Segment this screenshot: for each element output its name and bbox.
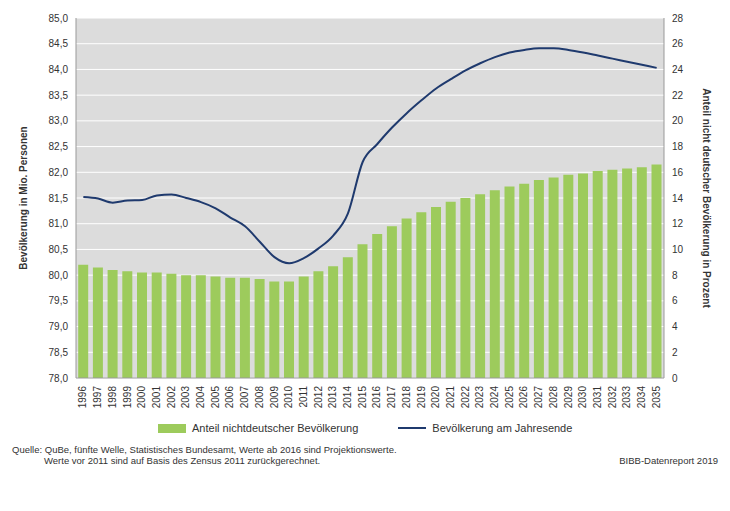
svg-text:80,0: 80,0 — [49, 270, 69, 281]
svg-text:2020: 2020 — [430, 386, 441, 409]
svg-text:2021: 2021 — [445, 386, 456, 409]
svg-text:2011: 2011 — [298, 386, 309, 408]
svg-text:28: 28 — [672, 13, 684, 24]
svg-text:2016: 2016 — [371, 386, 382, 409]
svg-text:16: 16 — [672, 167, 684, 178]
svg-text:4: 4 — [672, 321, 678, 332]
svg-text:82,5: 82,5 — [49, 141, 69, 152]
svg-text:79,5: 79,5 — [49, 295, 69, 306]
svg-text:Anteil nicht deutscher Bevölke: Anteil nicht deutscher Bevölkerung in Pr… — [701, 88, 712, 308]
svg-text:2032: 2032 — [607, 386, 618, 409]
svg-text:2030: 2030 — [577, 386, 588, 409]
html-text:Werte vor 2011 sind auf Basis: Werte vor 2011 sind auf Basis des Zensus… — [44, 455, 321, 466]
svg-text:2006: 2006 — [224, 386, 235, 409]
svg-text:2005: 2005 — [210, 386, 221, 409]
svg-text:83,5: 83,5 — [49, 90, 69, 101]
svg-text:1997: 1997 — [92, 386, 103, 409]
svg-text:12: 12 — [672, 218, 684, 229]
svg-text:2013: 2013 — [327, 386, 338, 409]
svg-text:2033: 2033 — [621, 386, 632, 409]
svg-text:84,0: 84,0 — [49, 64, 69, 75]
svg-text:79,0: 79,0 — [49, 321, 69, 332]
svg-text:2: 2 — [672, 347, 678, 358]
svg-text:2034: 2034 — [636, 386, 647, 409]
svg-text:26: 26 — [672, 38, 684, 49]
svg-text:10: 10 — [672, 244, 684, 255]
svg-text:2012: 2012 — [313, 386, 324, 409]
svg-text:2026: 2026 — [518, 386, 529, 409]
svg-text:2028: 2028 — [548, 386, 559, 409]
html-text:BIBB-Datenreport 2019: BIBB-Datenreport 2019 — [619, 455, 718, 466]
html-text:Bevölkerung am Jahresende: Bevölkerung am Jahresende — [432, 422, 573, 434]
svg-text:85,0: 85,0 — [49, 13, 69, 24]
svg-text:78,0: 78,0 — [49, 373, 69, 384]
svg-text:2007: 2007 — [239, 386, 250, 409]
html-text:Quelle: QuBe, fünfte Welle, St: Quelle: QuBe, fünfte Welle, Statistische… — [12, 444, 397, 455]
svg-text:2022: 2022 — [460, 386, 471, 409]
svg-text:2017: 2017 — [386, 386, 397, 409]
svg-text:80,5: 80,5 — [49, 244, 69, 255]
svg-text:2003: 2003 — [180, 386, 191, 409]
svg-text:84,5: 84,5 — [49, 38, 69, 49]
svg-text:2001: 2001 — [151, 386, 162, 409]
svg-text:2035: 2035 — [651, 386, 662, 409]
svg-text:14: 14 — [672, 193, 684, 204]
svg-text:18: 18 — [672, 141, 684, 152]
svg-text:8: 8 — [672, 270, 678, 281]
svg-text:1999: 1999 — [122, 386, 133, 409]
svg-text:2031: 2031 — [592, 386, 603, 409]
svg-text:2018: 2018 — [401, 386, 412, 409]
svg-text:20: 20 — [672, 115, 684, 126]
html-text:Anteil nichtdeutscher Bevölker: Anteil nichtdeutscher Bevölkerung — [192, 422, 359, 434]
svg-text:2025: 2025 — [504, 386, 515, 409]
svg-text:81,5: 81,5 — [49, 193, 69, 204]
svg-text:22: 22 — [672, 90, 684, 101]
svg-text:2019: 2019 — [416, 386, 427, 409]
svg-text:2029: 2029 — [563, 386, 574, 409]
svg-text:2027: 2027 — [533, 386, 544, 409]
svg-text:2004: 2004 — [195, 386, 206, 409]
svg-text:2002: 2002 — [166, 386, 177, 409]
svg-text:78,5: 78,5 — [49, 347, 69, 358]
svg-text:81,0: 81,0 — [49, 218, 69, 229]
svg-text:24: 24 — [672, 64, 684, 75]
svg-text:2015: 2015 — [357, 386, 368, 409]
svg-text:0: 0 — [672, 373, 678, 384]
svg-text:1998: 1998 — [107, 386, 118, 409]
svg-text:2014: 2014 — [342, 386, 353, 409]
svg-text:Bevölkerung in Mio. Personen: Bevölkerung in Mio. Personen — [18, 126, 29, 269]
svg-text:2023: 2023 — [474, 386, 485, 409]
svg-text:2008: 2008 — [254, 386, 265, 409]
svg-text:83,0: 83,0 — [49, 115, 69, 126]
svg-text:82,0: 82,0 — [49, 167, 69, 178]
svg-text:2009: 2009 — [269, 386, 280, 409]
svg-text:2024: 2024 — [489, 386, 500, 409]
svg-text:2000: 2000 — [136, 386, 147, 409]
svg-text:6: 6 — [672, 295, 678, 306]
svg-text:1996: 1996 — [77, 386, 88, 409]
svg-text:2010: 2010 — [283, 386, 294, 409]
